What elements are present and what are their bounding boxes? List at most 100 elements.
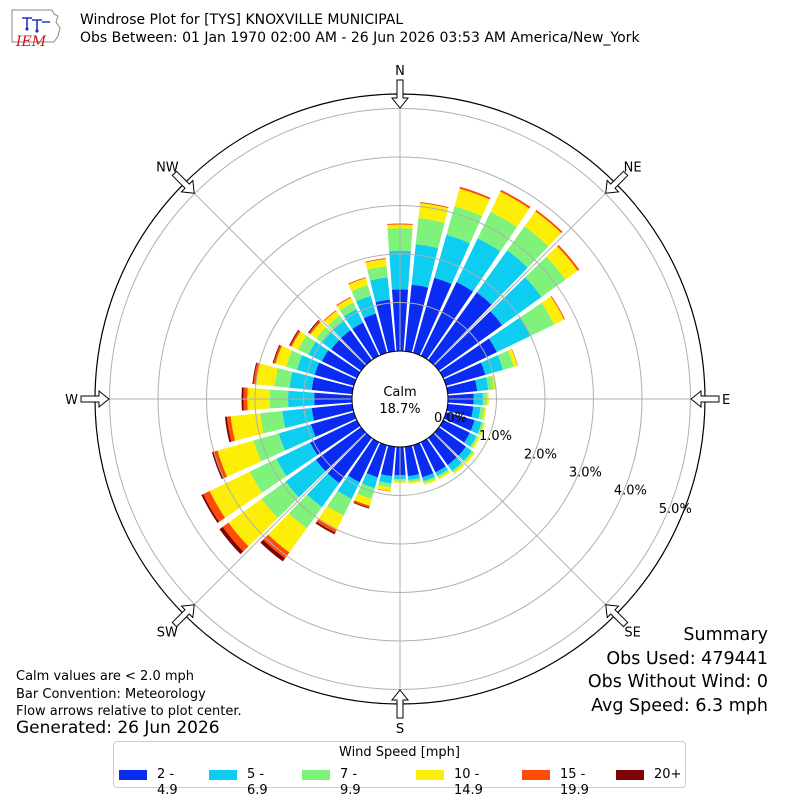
bar-segment [224,416,232,443]
flow-arrow-sw [171,604,195,628]
bar-segment [476,250,528,305]
bar-segment [363,313,387,356]
bar-segment [365,258,386,263]
legend-label: 15 - 19.9 [560,767,589,798]
bar-segment [541,296,565,325]
bar-segment [348,277,366,285]
direction-label-n: N [395,64,405,79]
bar-segment [268,513,307,553]
bar-segment [550,295,566,320]
bar-segment [428,292,492,365]
bar-segment [226,416,235,442]
bar-segment [456,238,501,292]
bar-segment [307,473,340,508]
iem-logo: IEM [11,9,61,50]
bar-segment [408,477,421,482]
bar-segment [454,188,490,217]
flow-arrows [80,79,720,719]
calm-label: Calm [383,385,416,400]
calm-note: Calm values are < 2.0 mph [16,669,195,684]
bar-segment [352,322,380,360]
summary-title: Summary [683,625,768,645]
direction-label-nw: NW [156,160,179,175]
notes-block: Calm values are < 2.0 mph Bar Convention… [16,668,242,721]
bar-segment [490,191,530,227]
bar-segment [486,375,495,391]
legend-swatch [209,770,237,780]
bar-segment [296,355,320,375]
flow-arrow-n [390,79,410,109]
legend-swatch [119,770,147,780]
bar-segment [337,475,360,499]
bar-segment [471,436,480,449]
generated-date: Generated: 26 Jun 2026 [16,718,220,738]
bar-segment [428,433,457,466]
direction-label-se: SE [624,626,640,641]
bar-segment [524,211,562,247]
bar-segment [420,438,446,473]
bar-segment [422,473,435,482]
bar-segment [353,500,370,508]
legend-swatch [302,770,330,780]
bar-segment [378,481,392,488]
bar-segment [318,506,344,530]
bar-segment [314,362,357,386]
bar-segment [348,278,368,292]
bar-segment [490,277,542,326]
flow-arrow-nw [171,170,195,194]
summary-block: Summary Obs Used: 479441 Obs Without Win… [588,624,768,718]
grid-spoke [433,432,617,616]
bar-segment [256,363,278,387]
flow-arrow-s [390,689,410,719]
bar-segment [316,327,332,343]
bar-segment [285,459,326,498]
bar-segment [500,189,531,209]
bar-segment [497,350,514,370]
bar-segment [367,266,388,281]
bar-segment [222,522,249,552]
bar-segment [423,476,436,483]
flow-arrow-w [80,389,110,409]
bar-segment [327,433,372,484]
bar-segment [446,379,478,395]
bar-segment [370,277,390,303]
legend-label: 5 - 6.9 [247,767,268,798]
bar-segment [362,473,378,489]
bar-segment [249,458,287,493]
bar-segment [471,406,481,419]
bar-segment [477,422,484,435]
bar-segment [379,474,393,484]
bar-segment [331,339,366,371]
avg-speed: Avg Speed: 6.3 mph [591,695,768,716]
bar-segment [470,435,479,448]
bar-segment [439,419,470,443]
bar-segment [511,348,519,366]
bar-segment [307,319,320,334]
direction-label-e: E [722,393,730,408]
legend-label: 10 - 14.9 [454,767,483,798]
bar-segment [443,412,475,431]
windrose-labels: N NE E SE S SW W NW 0.0% 1.0% 2.0% 3.0% 4.0% 5.0% Calm… [65,64,730,737]
bar-segment [380,445,396,477]
grid-spoke [433,182,617,366]
bar-segment [286,350,303,370]
bar-segment [407,474,420,481]
bar-segment [519,302,555,336]
bar-segment [310,321,326,339]
bar-segment [446,403,474,418]
bar-segment [354,493,372,506]
bar-segment [420,282,474,360]
bar-segment [321,350,361,379]
bar-segment [366,442,387,478]
radial-tick-label: 4.0% [614,484,647,499]
bar-segment [322,332,340,350]
bar-segment [260,539,286,562]
bar-segment [316,518,338,533]
bar-segment [413,277,452,356]
bar-segment [340,330,372,365]
bar-segment [423,478,437,485]
bar-segment [447,457,462,471]
bar-segment [375,299,396,353]
bar-segment [203,491,226,522]
bar-segment [274,368,293,388]
